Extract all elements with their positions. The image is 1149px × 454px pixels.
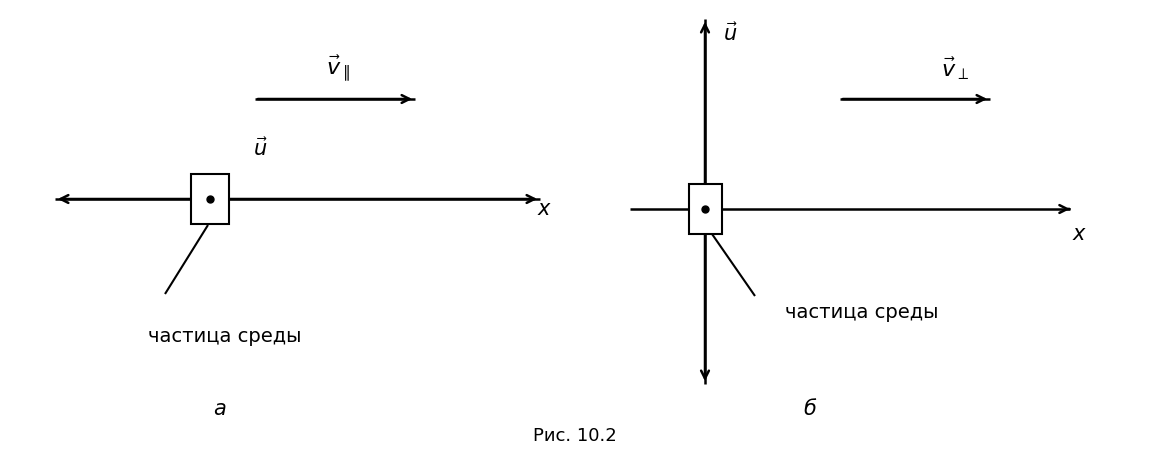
Text: $\vec{u}$: $\vec{u}$ (253, 138, 268, 160)
Bar (688, 184, 722, 234)
Text: частица среды: частица среды (785, 302, 939, 321)
Text: $\vec{v}_{\parallel}$: $\vec{v}_{\parallel}$ (326, 54, 350, 84)
Text: $x$: $x$ (1072, 224, 1088, 244)
Text: б: б (803, 399, 817, 419)
Text: $x$: $x$ (538, 199, 553, 219)
Text: частица среды: частица среды (148, 326, 302, 345)
Text: $\vec{v}_{\perp}$: $\vec{v}_{\perp}$ (941, 55, 969, 82)
Bar (191, 174, 229, 224)
Text: a: a (214, 399, 226, 419)
Text: $\vec{u}$: $\vec{u}$ (723, 23, 738, 45)
Text: Рис. 10.2: Рис. 10.2 (533, 427, 616, 445)
